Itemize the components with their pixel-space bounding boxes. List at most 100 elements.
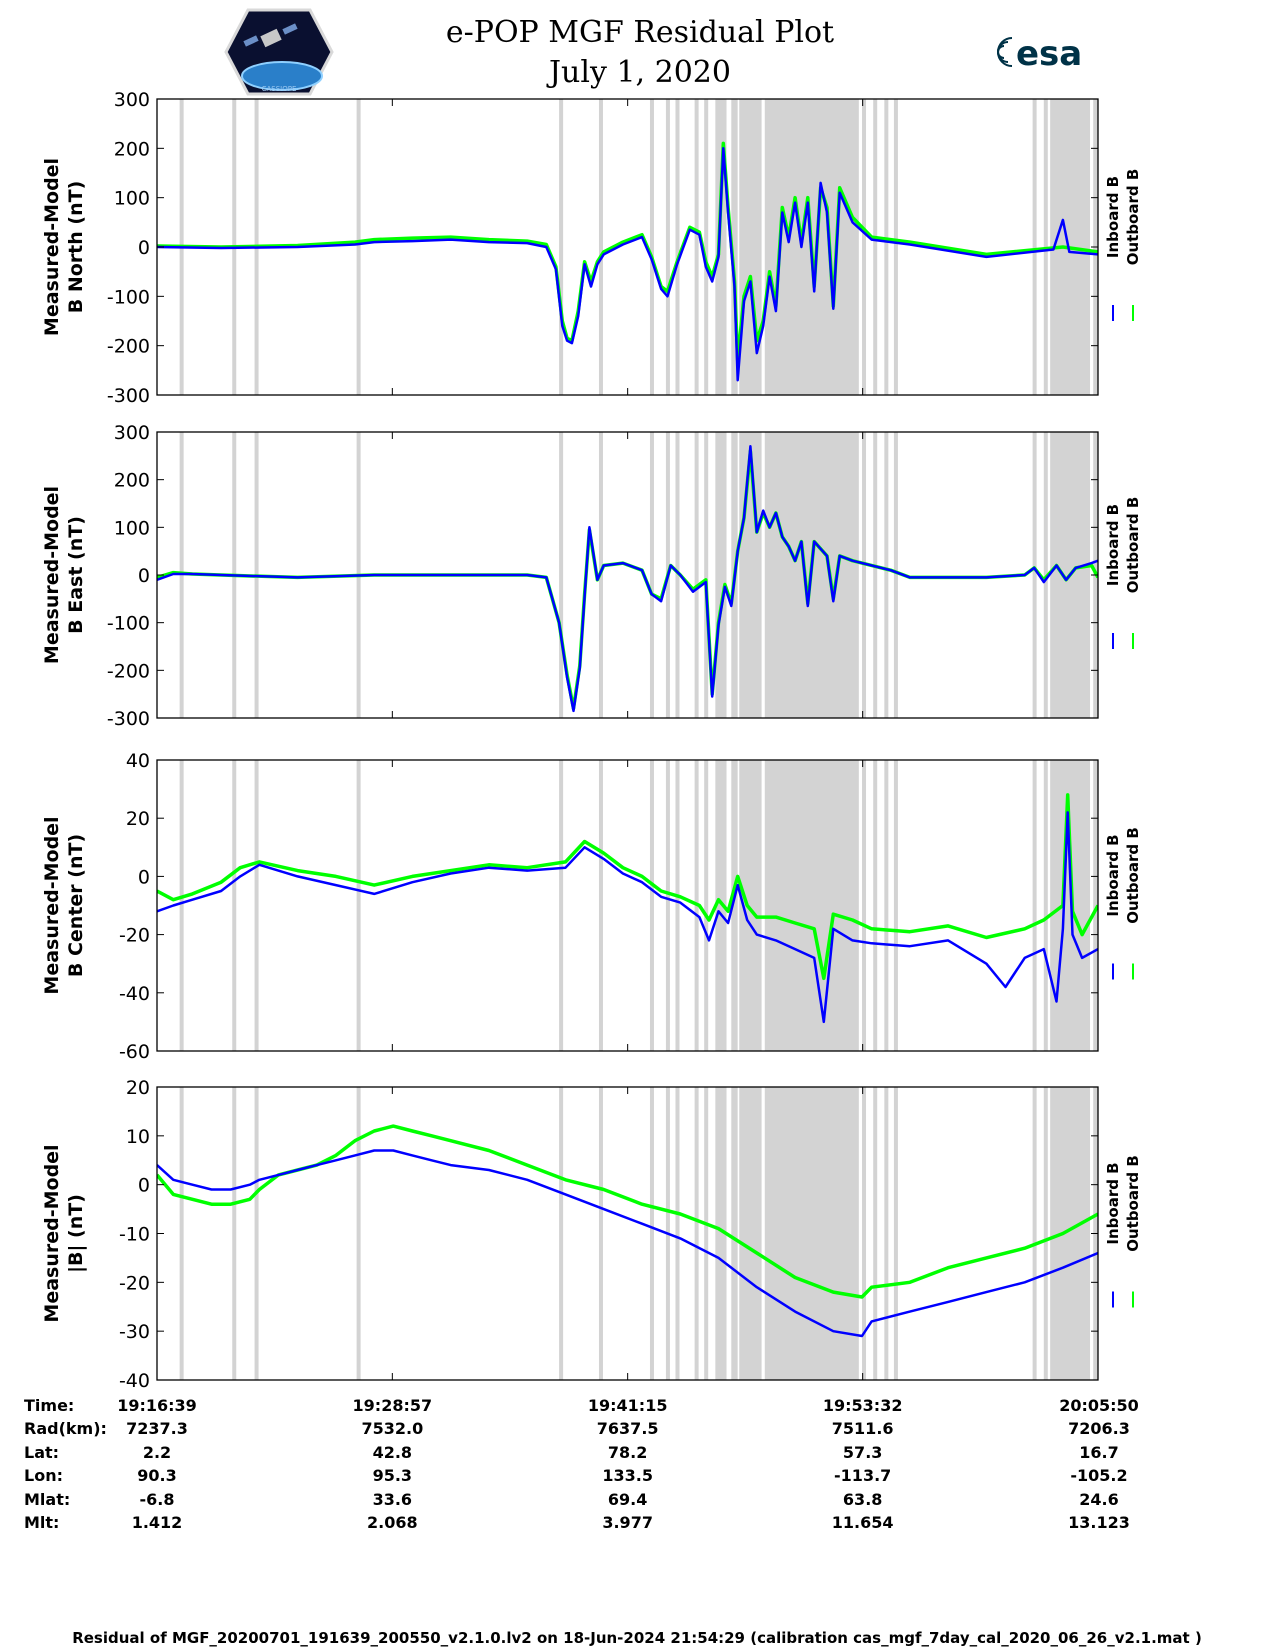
shaded-interval-11 xyxy=(715,760,727,1051)
legend-label: Outboard B xyxy=(1124,497,1142,594)
y-axis-label-line1: Measured-Model xyxy=(41,816,63,994)
shaded-interval-17 xyxy=(884,760,889,1051)
shaded-interval-10 xyxy=(704,99,709,395)
info-cell: 13.123 xyxy=(1068,1513,1130,1532)
info-cell: 3.977 xyxy=(602,1513,653,1532)
shaded-interval-18 xyxy=(893,760,898,1051)
shaded-interval-12 xyxy=(731,1087,738,1380)
shaded-interval-6 xyxy=(649,432,654,718)
shaded-interval-20 xyxy=(1043,1087,1048,1380)
info-cell: 7532.0 xyxy=(361,1419,423,1438)
info-cell: 19:53:32 xyxy=(823,1396,903,1415)
legend-label: Inboard B xyxy=(1104,1162,1122,1244)
esa-logo: esa xyxy=(997,34,1082,74)
info-row-label: Mlt: xyxy=(24,1513,59,1532)
y-tick-label: 200 xyxy=(114,138,150,160)
info-cell: 19:16:39 xyxy=(117,1396,197,1415)
shaded-interval-18 xyxy=(893,1087,898,1380)
shaded-interval-1 xyxy=(232,760,237,1051)
info-cell: 7511.6 xyxy=(832,1419,894,1438)
y-tick-label: -200 xyxy=(107,336,150,358)
shaded-interval-8 xyxy=(675,99,680,395)
info-cell: 20:05:50 xyxy=(1059,1396,1139,1415)
shaded-interval-14 xyxy=(764,760,859,1051)
y-axis-label-line2: B Center (nT) xyxy=(65,834,87,977)
shaded-interval-8 xyxy=(675,760,680,1051)
y-tick-label: -40 xyxy=(119,983,150,1005)
orbit-info-table: Time: Rad(km): Lat: Lon: Mlat: Mlt: 19:16:39 72… xyxy=(24,1396,1139,1532)
y-tick-label: -200 xyxy=(107,660,150,682)
info-cell: 7206.3 xyxy=(1068,1419,1130,1438)
shaded-interval-22 xyxy=(1093,760,1098,1051)
shaded-interval-15 xyxy=(862,1087,867,1380)
series-inboard-b xyxy=(157,1149,1098,1338)
info-cell: 90.3 xyxy=(137,1466,176,1485)
shaded-interval-19 xyxy=(1032,760,1037,1051)
shaded-interval-3 xyxy=(356,1087,361,1380)
y-tick-label: -20 xyxy=(119,1272,150,1294)
shaded-interval-15 xyxy=(862,432,867,718)
shaded-interval-12 xyxy=(731,99,738,395)
shaded-interval-19 xyxy=(1032,1087,1037,1380)
info-cell: 33.6 xyxy=(373,1490,412,1509)
shaded-interval-11 xyxy=(715,432,727,718)
shaded-interval-18 xyxy=(893,99,898,395)
series-inboard-b xyxy=(157,811,1098,1024)
legend-label: Outboard B xyxy=(1124,1155,1142,1252)
info-cell: 16.7 xyxy=(1079,1443,1118,1462)
shaded-interval-7 xyxy=(665,760,670,1051)
y-tick-label: 100 xyxy=(114,517,150,539)
info-cell: 78.2 xyxy=(608,1443,647,1462)
y-axis-label-line2: B North (nT) xyxy=(65,181,87,314)
panel-2: 300 200 100 0 -100 -200 -300 Measured-Model B Ea… xyxy=(41,422,1142,730)
y-tick-label: -60 xyxy=(119,1041,150,1063)
shaded-interval-5 xyxy=(598,1087,603,1380)
y-axis-label-line2: |B| (nT) xyxy=(65,1194,87,1273)
info-cell: 133.5 xyxy=(602,1466,653,1485)
shaded-interval-13 xyxy=(739,432,762,718)
series-outboard-b xyxy=(157,449,1098,711)
y-tick-label: -300 xyxy=(107,385,150,407)
y-tick-label: 40 xyxy=(126,750,150,772)
shaded-interval-8 xyxy=(675,1087,680,1380)
y-tick-label: 20 xyxy=(126,1077,150,1099)
info-row-label: Lat: xyxy=(24,1443,59,1462)
y-tick-label: 300 xyxy=(114,422,150,444)
shaded-interval-4 xyxy=(559,432,564,718)
axes-frame xyxy=(156,1086,1099,1381)
legend: Inboard B Outboard B xyxy=(1104,169,1142,321)
shaded-interval-11 xyxy=(715,99,727,395)
shaded-interval-6 xyxy=(649,1087,654,1380)
esa-swirl-icon xyxy=(997,37,1013,67)
shaded-interval-10 xyxy=(704,1087,709,1380)
shaded-interval-17 xyxy=(884,1087,889,1380)
info-cell: 11.654 xyxy=(832,1513,894,1532)
y-tick-label: -20 xyxy=(119,925,150,947)
y-tick-label: 200 xyxy=(114,470,150,492)
legend-label: Outboard B xyxy=(1124,827,1142,924)
info-row-label: Lon: xyxy=(24,1466,63,1485)
legend-label: Inboard B xyxy=(1104,834,1122,916)
shaded-interval-4 xyxy=(559,99,564,395)
shaded-interval-15 xyxy=(862,760,867,1051)
shaded-interval-13 xyxy=(739,1087,762,1380)
y-tick-label: 300 xyxy=(114,89,150,111)
y-tick-label: -100 xyxy=(107,613,150,635)
info-cell: -113.7 xyxy=(834,1466,891,1485)
satellite-icon xyxy=(243,23,298,48)
panel-1: 300 200 100 0 -100 -200 -300 Measured-Model B No… xyxy=(41,89,1142,407)
shaded-interval-5 xyxy=(598,99,603,395)
shaded-interval-6 xyxy=(649,760,654,1051)
panel-4: 20 10 0 -10 -20 -30 -40 Measured-Model |B| (nT) I… xyxy=(41,1077,1142,1392)
axes-frame xyxy=(156,759,1099,1052)
cassiope-logo-text: CASSIOPE xyxy=(262,85,297,93)
shaded-interval-19 xyxy=(1032,432,1037,718)
y-tick-label: 100 xyxy=(114,188,150,210)
shaded-interval-5 xyxy=(598,760,603,1051)
series-inboard-b xyxy=(157,445,1098,713)
info-cell: 2.2 xyxy=(143,1443,171,1462)
shaded-interval-10 xyxy=(704,760,709,1051)
series-outboard-b xyxy=(157,1124,1098,1299)
